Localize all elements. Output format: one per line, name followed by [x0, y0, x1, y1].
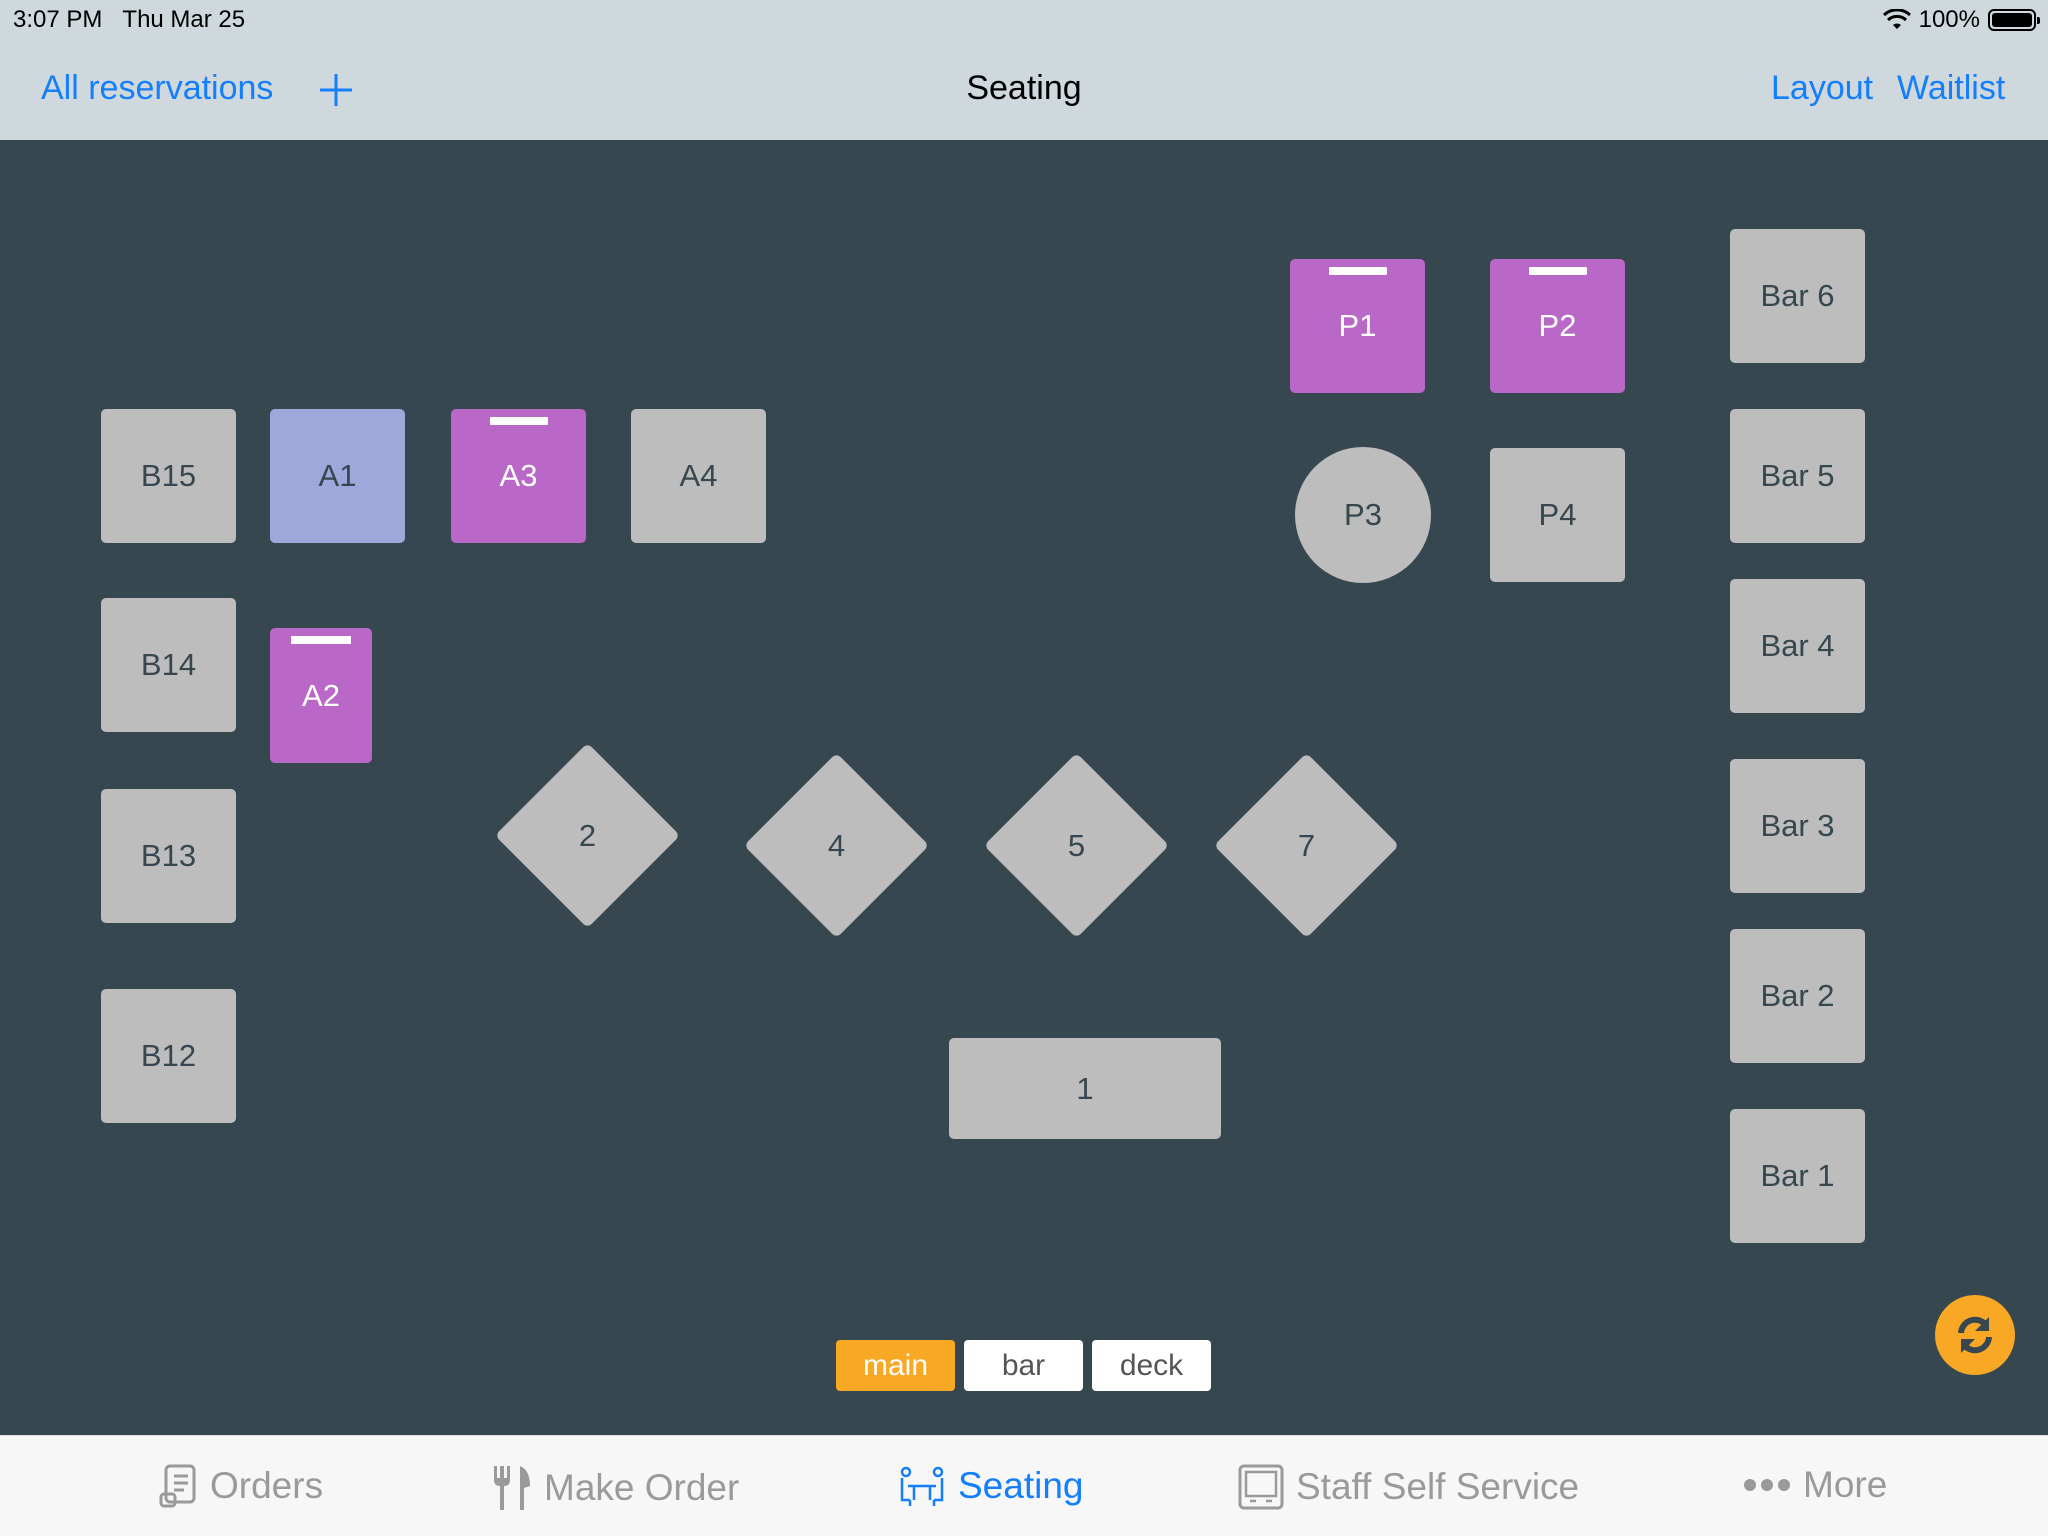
table-bar-4[interactable]: Bar 4 — [1730, 579, 1865, 713]
tab-label: Make Order — [544, 1467, 740, 1508]
floor-plan: B15 A1 A3 A4 B14 A2 B13 B12 P1 P2 P3 P4 … — [0, 140, 2048, 1435]
table-label: P4 — [1538, 497, 1577, 532]
table-label: 7 — [1297, 827, 1316, 863]
table-label: Bar 6 — [1760, 278, 1835, 313]
status-time-date: 3:07 PM Thu Mar 25 — [13, 6, 245, 34]
table-2[interactable]: 2 — [494, 742, 681, 929]
table-bar-2[interactable]: Bar 2 — [1730, 929, 1865, 1063]
receipt-icon — [159, 1464, 196, 1508]
table-p4[interactable]: P4 — [1490, 448, 1625, 582]
table-b12[interactable]: B12 — [101, 989, 236, 1123]
table-label: A3 — [499, 458, 538, 493]
table-label: A4 — [679, 458, 718, 493]
table-7[interactable]: 7 — [1213, 752, 1400, 939]
table-label: 1 — [1076, 1070, 1094, 1106]
page-title: Seating — [966, 69, 1082, 107]
area-tab-bar[interactable]: bar — [964, 1340, 1083, 1391]
table-label: 2 — [578, 817, 597, 853]
status-time: 3:07 PM — [13, 6, 103, 33]
table-label: B12 — [140, 1038, 197, 1073]
tab-orders[interactable]: Orders — [158, 1464, 323, 1508]
table-a4[interactable]: A4 — [631, 409, 766, 543]
battery-icon — [1988, 9, 2040, 31]
table-label: P2 — [1538, 308, 1577, 343]
table-label: B15 — [140, 458, 197, 493]
table-label: Bar 3 — [1760, 808, 1835, 843]
table-label: A1 — [318, 458, 357, 493]
navigation-bar: All reservations Seating Layout Waitlist — [0, 45, 2048, 140]
refresh-button[interactable] — [1935, 1295, 2015, 1375]
table-b13[interactable]: B13 — [101, 789, 236, 923]
status-bar: 3:07 PM Thu Mar 25 100% — [0, 0, 2048, 45]
tab-staff-self-service[interactable]: Staff Self Service — [1238, 1464, 1579, 1510]
table-label: Bar 2 — [1760, 978, 1835, 1013]
table-a2[interactable]: A2 — [270, 628, 372, 763]
table-b14[interactable]: B14 — [101, 598, 236, 732]
tab-label: More — [1803, 1464, 1888, 1505]
area-tab-deck[interactable]: deck — [1092, 1340, 1211, 1391]
table-bar-3[interactable]: Bar 3 — [1730, 759, 1865, 893]
table-1[interactable]: 1 — [949, 1038, 1221, 1139]
table-label: P1 — [1338, 308, 1377, 343]
table-bar-6[interactable]: Bar 6 — [1730, 229, 1865, 363]
table-label: A2 — [302, 677, 340, 713]
area-tab-main[interactable]: main — [836, 1340, 955, 1391]
battery-percent: 100% — [1918, 6, 1980, 33]
occupied-indicator — [489, 417, 548, 425]
occupied-indicator — [291, 636, 351, 644]
tab-bar: Orders Make Order Seating Staff Self Ser… — [0, 1435, 2048, 1536]
tab-label: Staff Self Service — [1296, 1466, 1580, 1507]
tab-label: Seating — [958, 1465, 1084, 1506]
tablet-icon — [1238, 1464, 1284, 1510]
waitlist-link[interactable]: Waitlist — [1897, 69, 2006, 107]
table-label: 4 — [827, 827, 846, 863]
layout-link[interactable]: Layout — [1771, 69, 1874, 107]
table-5[interactable]: 5 — [983, 752, 1170, 939]
table-b15[interactable]: B15 — [101, 409, 236, 543]
all-reservations-link[interactable]: All reservations — [41, 69, 274, 107]
table-label: Bar 1 — [1760, 1158, 1835, 1193]
fork-knife-icon — [494, 1466, 530, 1510]
table-label: B14 — [140, 647, 197, 682]
wifi-icon — [1882, 9, 1911, 29]
seating-icon — [900, 1466, 944, 1506]
more-dots-icon — [1744, 1479, 1790, 1491]
table-p2[interactable]: P2 — [1490, 259, 1625, 393]
occupied-indicator — [1328, 267, 1387, 275]
tab-make-order[interactable]: Make Order — [490, 1464, 739, 1512]
table-label: B13 — [140, 838, 197, 873]
status-date: Thu Mar 25 — [122, 6, 246, 33]
table-label: Bar 4 — [1760, 628, 1835, 663]
table-a1[interactable]: A1 — [270, 409, 405, 543]
table-4[interactable]: 4 — [743, 752, 930, 939]
tab-seating[interactable]: Seating — [898, 1464, 1084, 1508]
table-p1[interactable]: P1 — [1290, 259, 1425, 393]
table-label: 5 — [1067, 827, 1086, 863]
table-label: P3 — [1344, 497, 1382, 532]
table-bar-1[interactable]: Bar 1 — [1730, 1109, 1865, 1243]
table-p3[interactable]: P3 — [1295, 447, 1431, 583]
occupied-indicator — [1528, 267, 1587, 275]
tab-label: Orders — [210, 1465, 324, 1506]
refresh-icon — [1958, 1316, 1992, 1354]
table-bar-5[interactable]: Bar 5 — [1730, 409, 1865, 543]
table-a3[interactable]: A3 — [451, 409, 586, 543]
tab-more[interactable]: More — [1743, 1464, 1887, 1506]
table-label: Bar 5 — [1760, 458, 1835, 493]
plus-icon[interactable] — [318, 72, 354, 108]
